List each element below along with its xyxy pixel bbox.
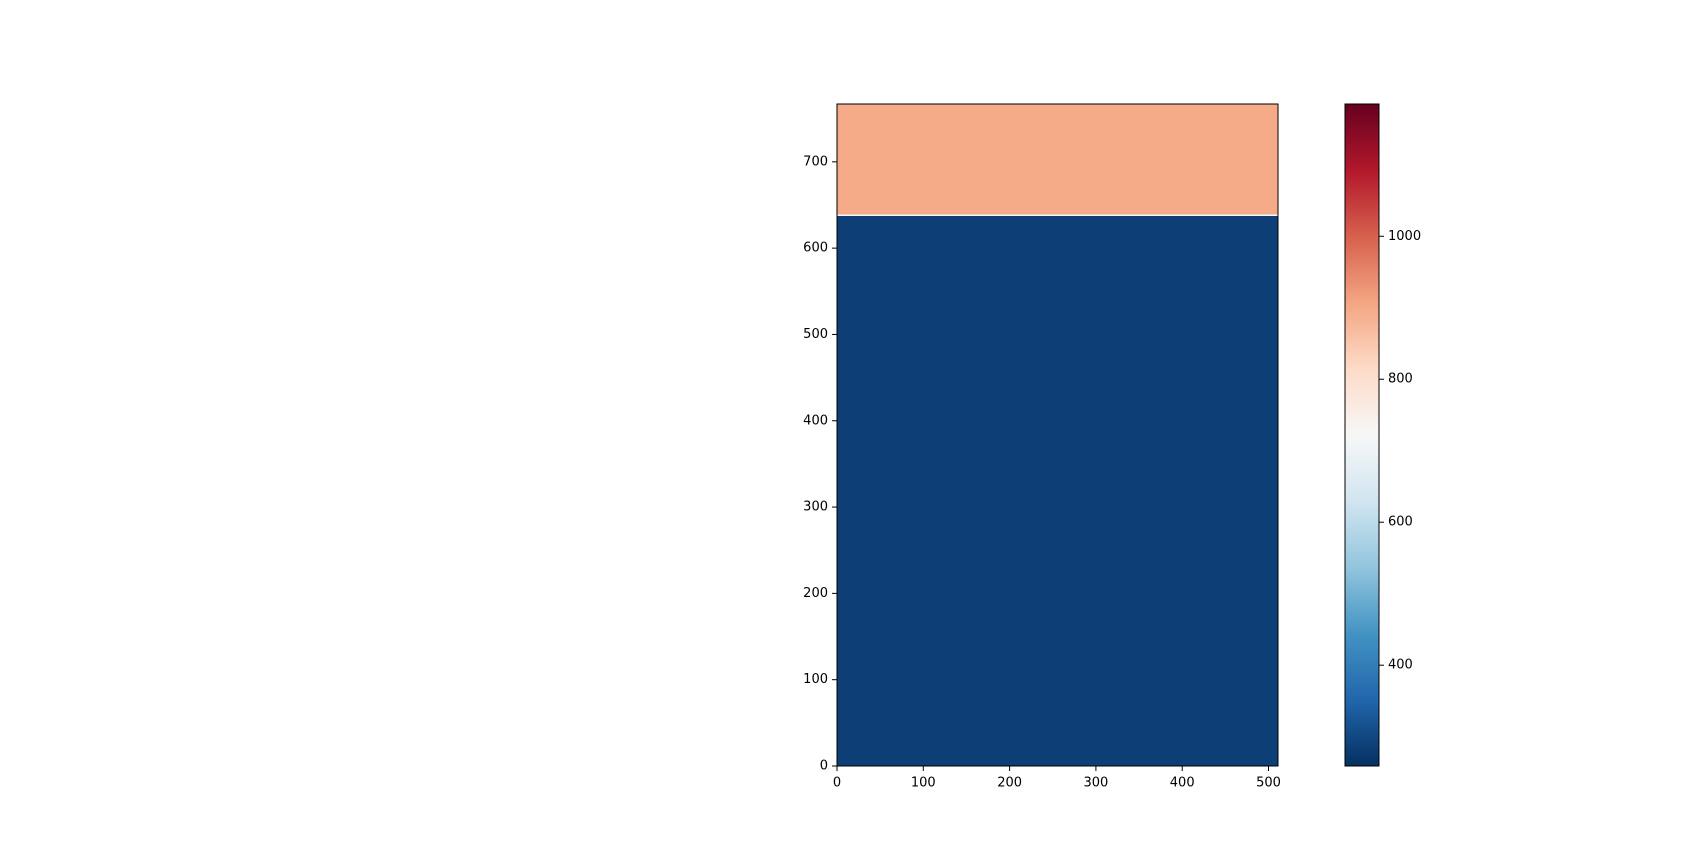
- x-tick-label: 100: [911, 776, 936, 791]
- y-tick-label: 0: [820, 759, 828, 774]
- heatmap-cell: [837, 216, 1278, 767]
- x-tick-label: 500: [1256, 776, 1281, 791]
- heatmap-cell: [837, 214, 1278, 217]
- x-tick-label: 200: [997, 776, 1022, 791]
- y-tick-label: 400: [803, 413, 828, 428]
- colorbar-tick-label: 1000: [1388, 229, 1421, 244]
- y-tick-label: 200: [803, 586, 828, 601]
- plot-frame: [836, 103, 1279, 767]
- colorbar-tick-label: 800: [1388, 372, 1413, 387]
- heatmap-cell: [837, 104, 1278, 215]
- y-tick-label: 300: [803, 500, 828, 515]
- x-tick-label: 300: [1083, 776, 1108, 791]
- x-tick-label: 400: [1170, 776, 1195, 791]
- y-tick-label: 500: [803, 327, 828, 342]
- colorbar-tick-label: 600: [1388, 515, 1413, 530]
- colorbar-tick-label: 400: [1388, 658, 1413, 673]
- x-tick-label: 0: [833, 776, 841, 791]
- y-tick-label: 600: [803, 241, 828, 256]
- y-tick-label: 700: [803, 154, 828, 169]
- colorbar: [1344, 103, 1380, 767]
- y-tick-label: 100: [803, 672, 828, 687]
